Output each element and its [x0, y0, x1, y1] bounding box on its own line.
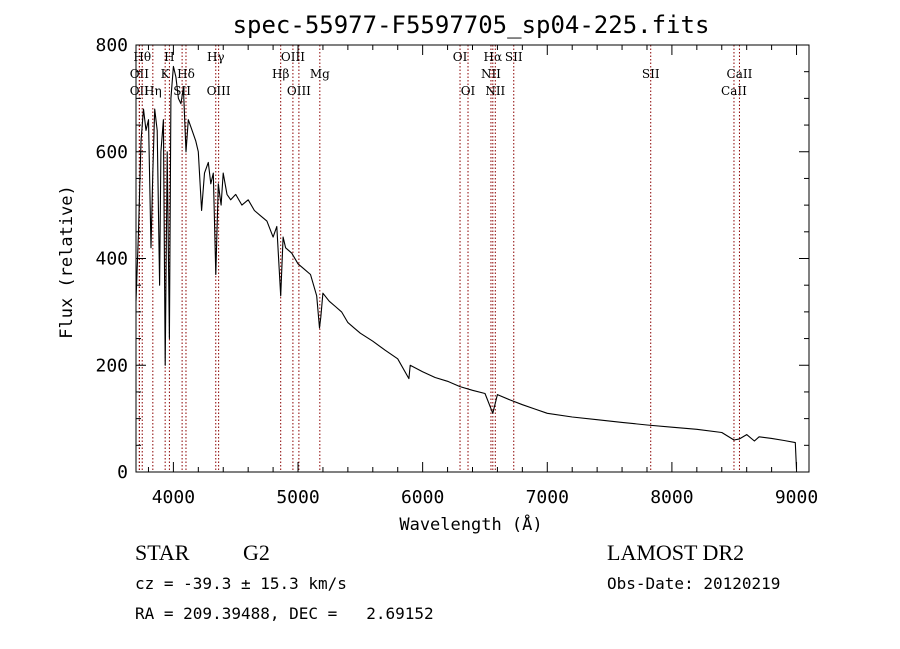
line-marker-label: NII [481, 67, 501, 81]
line-marker-label: Hδ [177, 67, 195, 81]
observation-date: Obs-Date: 20120219 [607, 574, 781, 593]
y-tick-label: 800 [95, 35, 128, 56]
line-marker-label: K [161, 67, 171, 81]
y-tick-label: 400 [95, 249, 128, 270]
line-marker-label: SII [642, 67, 660, 81]
y-tick-label: 600 [95, 142, 128, 163]
x-tick-label: 8000 [650, 487, 693, 508]
x-axis-label: Wavelength (Å) [399, 513, 542, 535]
line-marker-label: OIII [287, 84, 311, 98]
line-marker-label: Hβ [272, 67, 289, 81]
line-marker-label: CaII [727, 67, 753, 81]
line-marker-label: H [164, 50, 174, 64]
plot-frame [135, 44, 810, 473]
x-tick-label: 9000 [775, 487, 818, 508]
line-marker-label: NII [485, 84, 505, 98]
spectrum-line [135, 65, 798, 470]
y-tick-label: 200 [95, 355, 128, 376]
line-marker-label: CaII [721, 84, 747, 98]
line-marker-label: Hθ [133, 50, 151, 64]
object-subclass: G2 [243, 540, 270, 565]
object-class: STAR [135, 540, 190, 565]
x-tick-label: 7000 [526, 487, 569, 508]
x-tick-label: 4000 [152, 487, 195, 508]
sky-coordinates: RA = 209.39488, DEC = 2.69152 [135, 604, 434, 623]
line-marker-label: OIII [281, 50, 305, 64]
line-marker-label: Hγ [207, 50, 225, 64]
line-marker-label: OI [453, 50, 468, 64]
survey-name: LAMOST DR2 [607, 540, 745, 565]
chart-title: spec-55977-F5597705_sp04-225.fits [233, 11, 710, 39]
line-marker-label: OIII [207, 84, 231, 98]
x-tick-label: 5000 [276, 487, 319, 508]
line-marker-label: SII [505, 50, 523, 64]
line-marker-label: OI [461, 84, 476, 98]
x-tick-label: 6000 [401, 487, 444, 508]
line-marker-label: Mg [310, 67, 330, 81]
line-marker-label: OII [130, 84, 150, 98]
line-marker-label: Hη [144, 84, 162, 98]
plot-area: OIIOIIHθHηKHSIIHδHγOIIIHβOIIIOIIIMgOIOIN… [95, 35, 818, 508]
y-tick-label: 0 [117, 462, 128, 483]
y-axis-label: Flux (relative) [57, 185, 77, 339]
line-marker-label: Hα [484, 50, 503, 64]
redshift-cz: cz = -39.3 ± 15.3 km/s [135, 574, 347, 593]
